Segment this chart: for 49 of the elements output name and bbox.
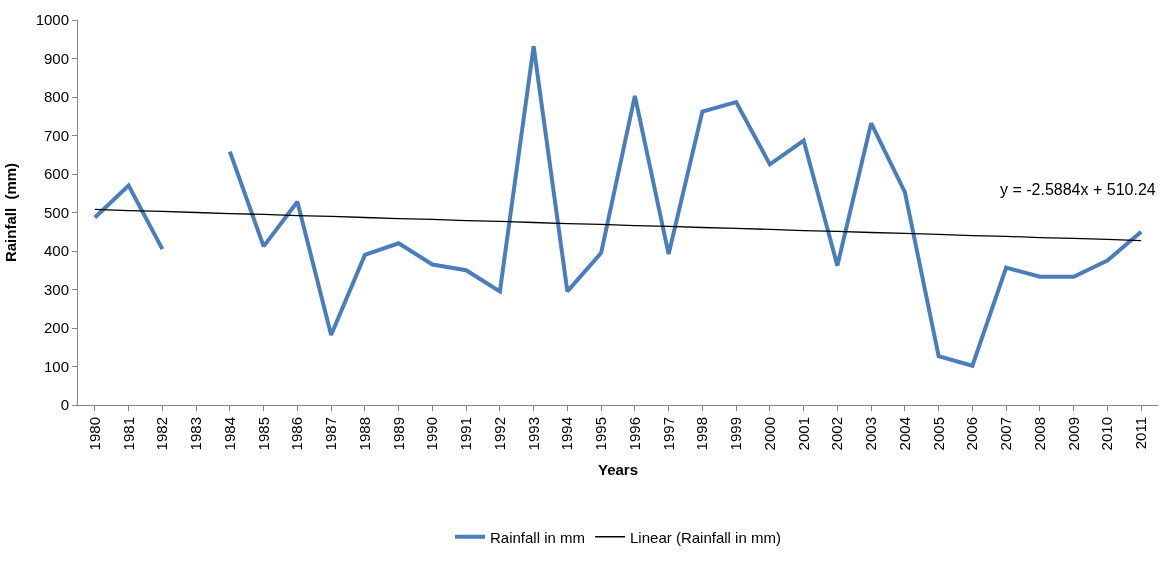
x-tick-label: 1994	[558, 417, 576, 451]
x-tick-label: 2008	[1030, 417, 1048, 451]
x-tick-label: 2002	[828, 417, 846, 451]
x-tick-label: 2000	[760, 417, 778, 451]
x-tick-label: 1990	[423, 417, 441, 451]
line-series	[94, 208, 1142, 242]
x-axis-title: Years	[597, 461, 639, 479]
x-tick-label: 1986	[288, 417, 306, 451]
x-tick-label: 1989	[389, 417, 407, 451]
x-tick-label: 1984	[220, 417, 238, 451]
y-axis-title: Rainfall (mm)	[1, 162, 19, 263]
x-tick-label: 1996	[625, 417, 643, 451]
x-tick-label: 1983	[187, 417, 205, 451]
y-tick-label: 100	[43, 357, 69, 375]
x-tick-label: 1999	[727, 417, 745, 451]
y-tick-label: 500	[43, 203, 69, 221]
y-tick-label: 300	[43, 280, 69, 298]
x-tick-label: 2010	[1098, 417, 1116, 451]
y-tick-label: 700	[43, 126, 69, 144]
x-tick-label: 1998	[693, 417, 711, 451]
x-tick-label: 2011	[1132, 417, 1150, 450]
x-tick-label: 2007	[997, 417, 1015, 451]
annotation: y = -2.5884x + 510.24	[1000, 181, 1156, 198]
y-tick-label: 400	[43, 242, 69, 260]
x-tick-label: 2005	[929, 417, 947, 451]
x-tick-label: 1995	[592, 417, 610, 451]
x-tick-label: 2001	[794, 417, 812, 451]
x-tick-label: 1980	[85, 417, 103, 451]
x-tick-label: 1985	[254, 417, 272, 451]
legend-label: Rainfall in mm	[490, 528, 586, 546]
x-tick-label: 1982	[153, 417, 171, 451]
legend-label: Linear (Rainfall in mm)	[630, 528, 781, 546]
x-tick-label: 1992	[490, 417, 508, 451]
x-tick-label: 1987	[322, 417, 340, 451]
y-tick-label: 800	[43, 88, 69, 106]
x-tick-label: 1991	[457, 417, 475, 451]
x-tick-label: 1981	[119, 417, 137, 451]
x-tick-label: 2003	[862, 417, 880, 451]
y-tick-label: 0	[60, 396, 69, 414]
x-tick-label: 1993	[524, 417, 542, 451]
y-tick-label: 200	[43, 319, 69, 337]
y-tick-label: 900	[43, 49, 69, 67]
x-tick-label: 2009	[1064, 417, 1082, 451]
x-tick-label: 1997	[659, 417, 677, 451]
y-tick-label: 1000	[35, 11, 69, 29]
x-tick-label: 1988	[355, 417, 373, 451]
x-tick-label: 2006	[963, 417, 981, 451]
x-tick-label: 2004	[895, 417, 913, 451]
y-tick-label: 600	[43, 165, 69, 183]
